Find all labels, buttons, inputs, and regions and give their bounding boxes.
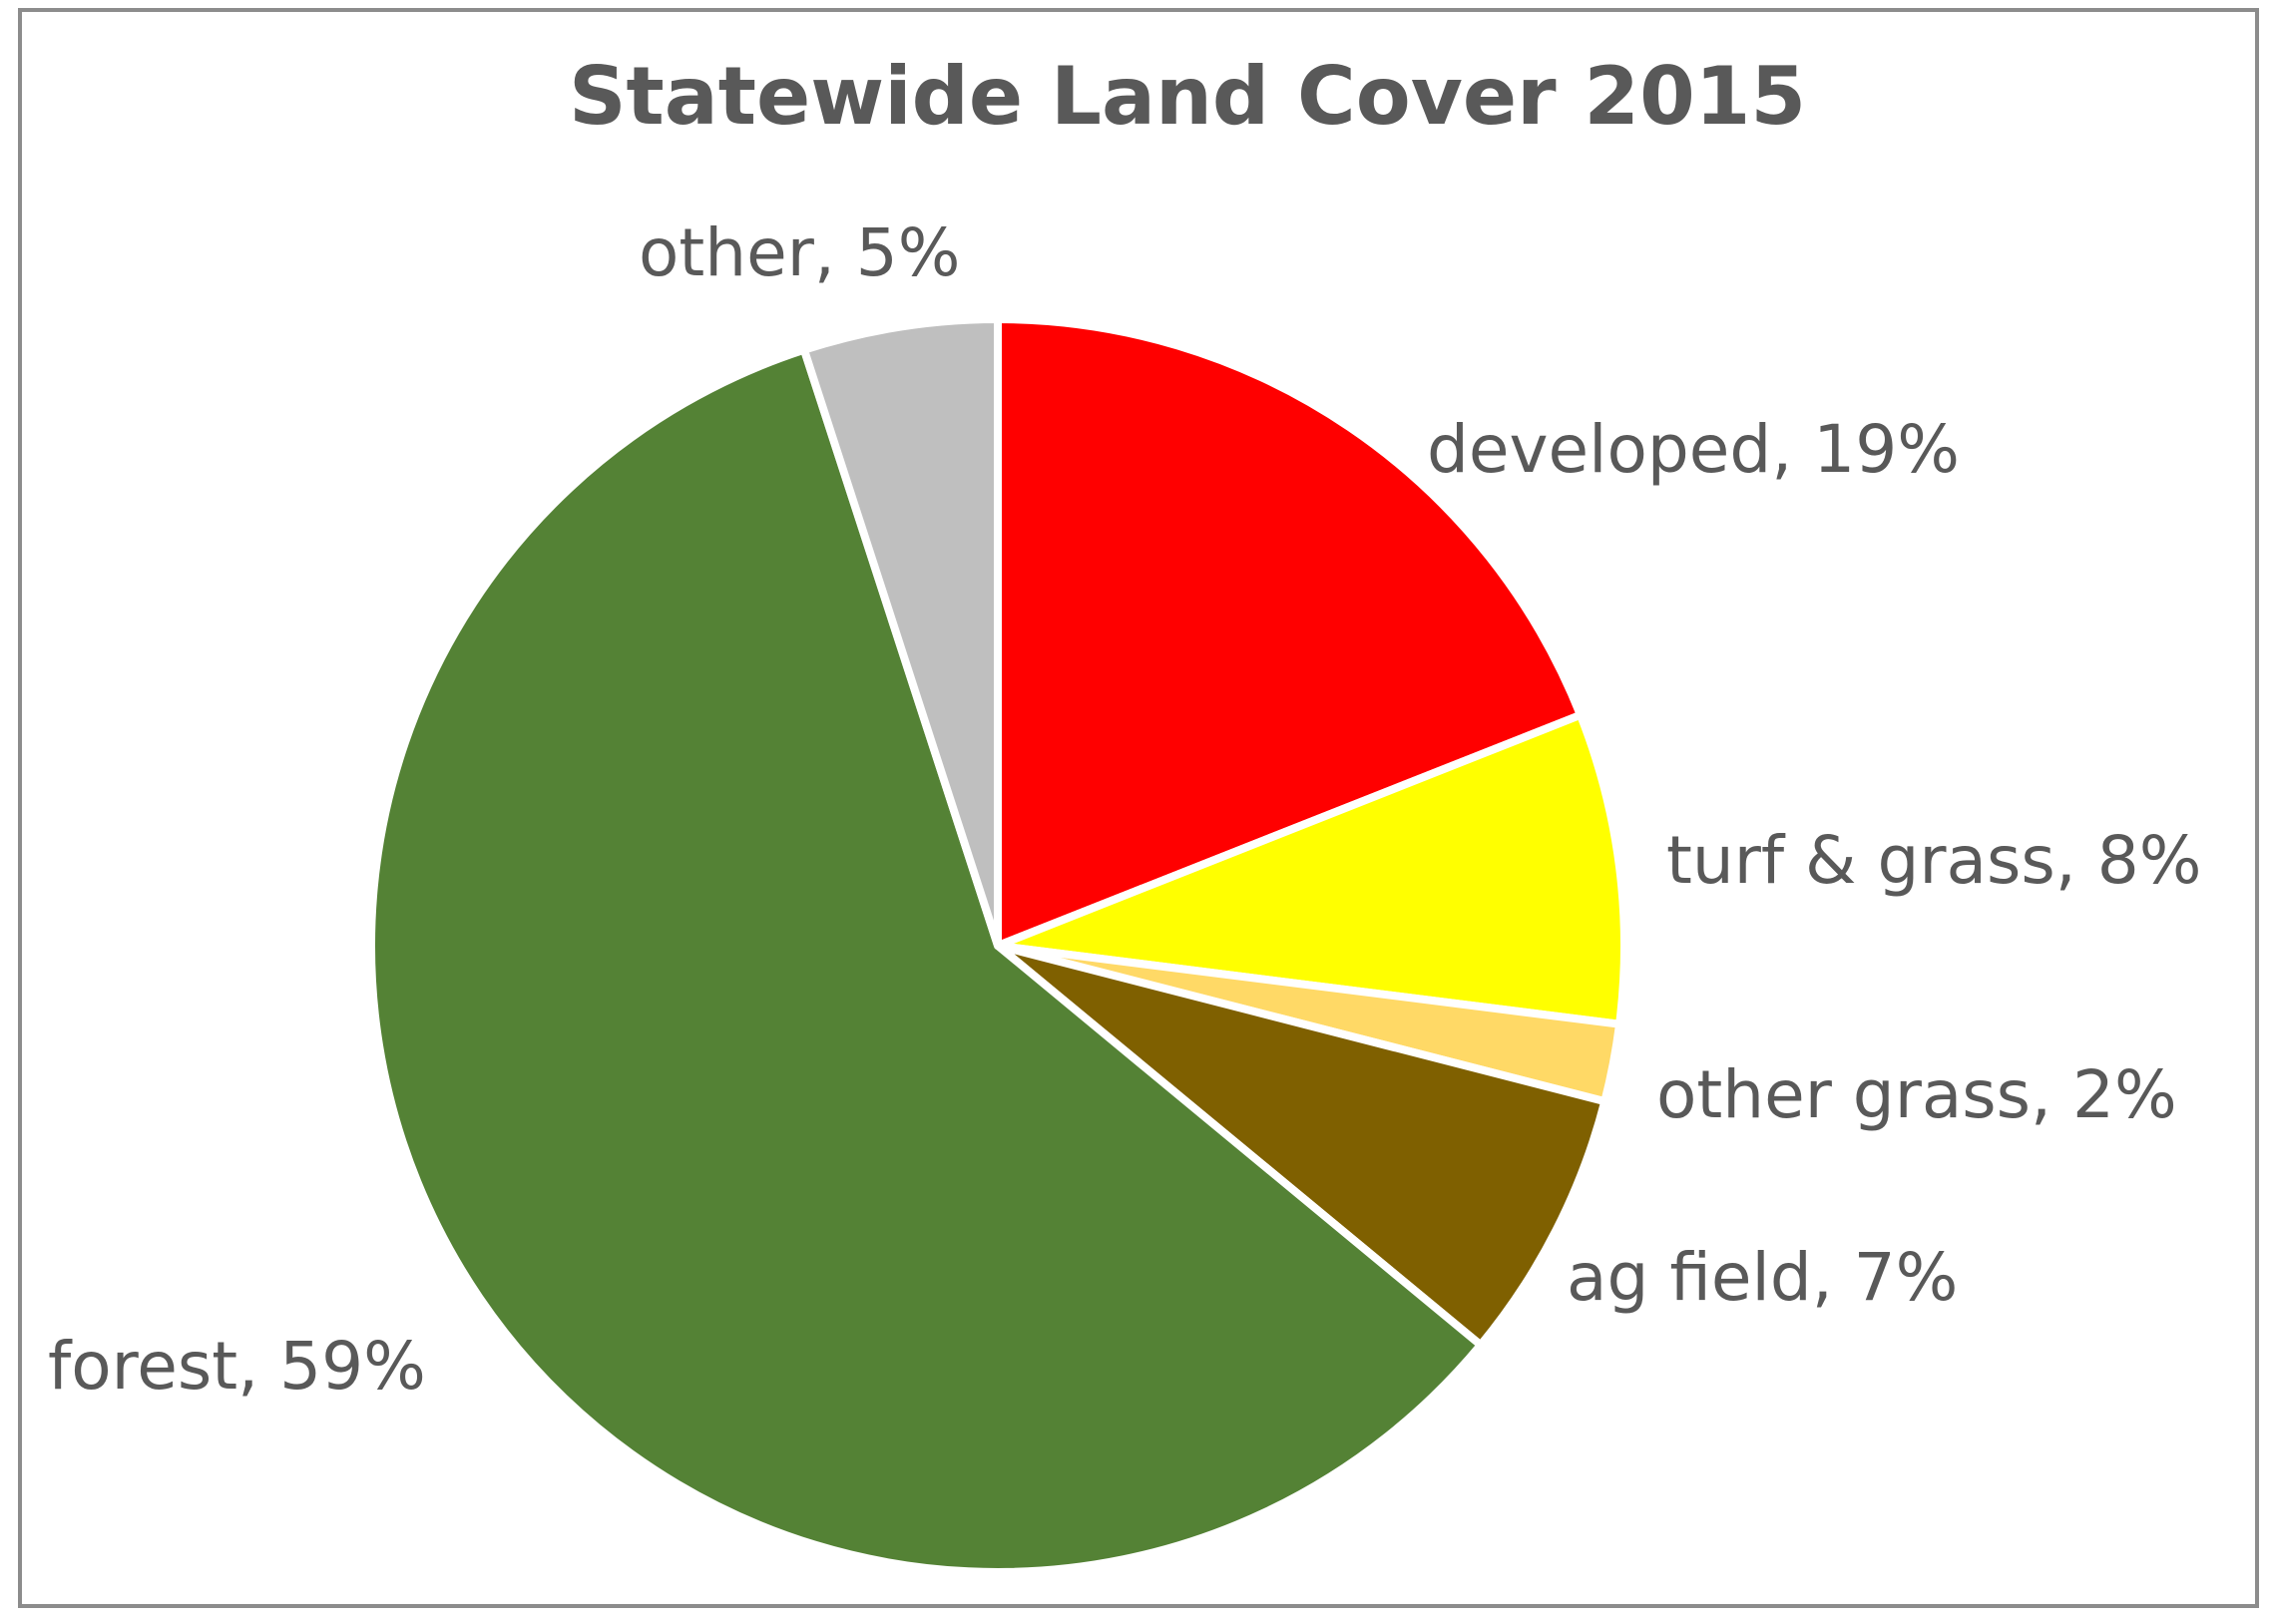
pie-slice-turf-grass bbox=[994, 710, 1629, 1028]
data-label-forest: forest, 59% bbox=[48, 1328, 426, 1405]
chart-title: Statewide Land Cover 2015 bbox=[569, 50, 1806, 143]
pie-slice-other bbox=[799, 315, 1002, 950]
data-label-ag-field: ag field, 7% bbox=[1567, 1239, 1958, 1316]
data-label-turf-grass: turf & grass, 8% bbox=[1666, 822, 2201, 899]
pie-slice-ag-field bbox=[994, 942, 1609, 1350]
pie-labels: developed, 19% turf & grass, 8% other gras… bbox=[48, 214, 2201, 1405]
data-label-developed: developed, 19% bbox=[1427, 411, 1960, 488]
data-label-other-grass: other grass, 2% bbox=[1656, 1056, 2177, 1133]
pie-slices bbox=[366, 315, 1629, 1576]
pie-slice-developed bbox=[994, 315, 1585, 950]
pie-slice-forest bbox=[366, 345, 1485, 1576]
data-label-other: other, 5% bbox=[639, 214, 961, 291]
